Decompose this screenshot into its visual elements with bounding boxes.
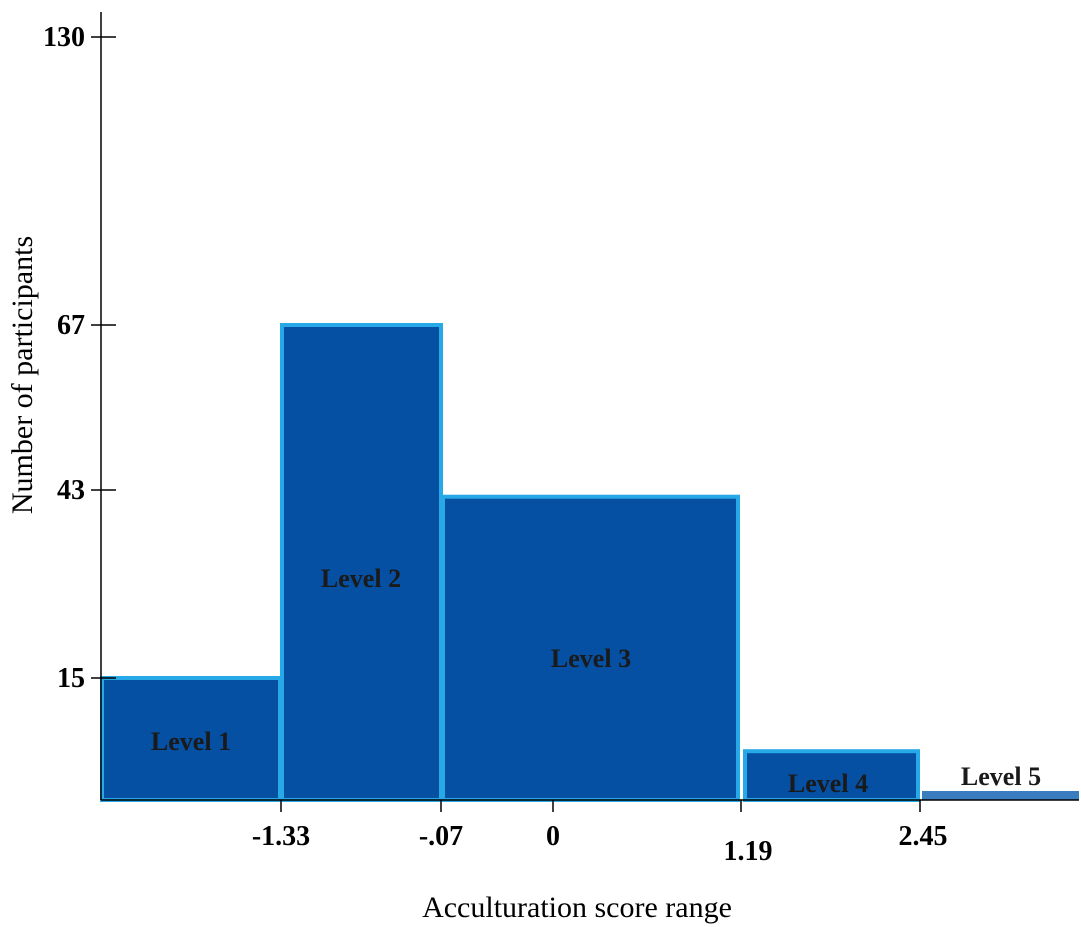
bars-layer (100, 323, 1079, 803)
bar-label-level-3: Level 3 (551, 644, 631, 673)
bar-level-3 (441, 494, 740, 802)
y-tick-label: 15 (57, 663, 85, 694)
y-tick-label: 43 (57, 475, 85, 506)
x-tick-label: 2.45 (899, 821, 948, 852)
bar-label-level-5: Level 5 (961, 762, 1041, 791)
x-tick-label: -.07 (419, 821, 463, 852)
bar-label-level-4: Level 4 (788, 769, 868, 798)
bar-label-level-2: Level 2 (321, 564, 401, 593)
y-ticks: 15 43 67 130 (43, 22, 116, 694)
x-ticks: -1.33 -.07 0 1.19 2.45 (252, 800, 948, 867)
y-tick-label: 67 (57, 310, 85, 341)
x-tick-label: 0 (546, 821, 560, 852)
y-axis-title: Number of participants (6, 236, 39, 514)
x-tick-label: 1.19 (724, 836, 773, 867)
bar-labels: Level 1 Level 2 Level 3 Level 4 Level 5 (151, 564, 1041, 798)
axes-layer (100, 12, 1079, 801)
x-tick-label: -1.33 (252, 821, 310, 852)
bar-level-1 (100, 676, 282, 802)
x-axis-title: Acculturation score range (422, 891, 732, 924)
bar-level-2 (280, 323, 443, 802)
y-tick-label: 130 (43, 22, 85, 53)
bar-level-5 (922, 791, 1079, 800)
bar-label-level-1: Level 1 (151, 727, 231, 756)
